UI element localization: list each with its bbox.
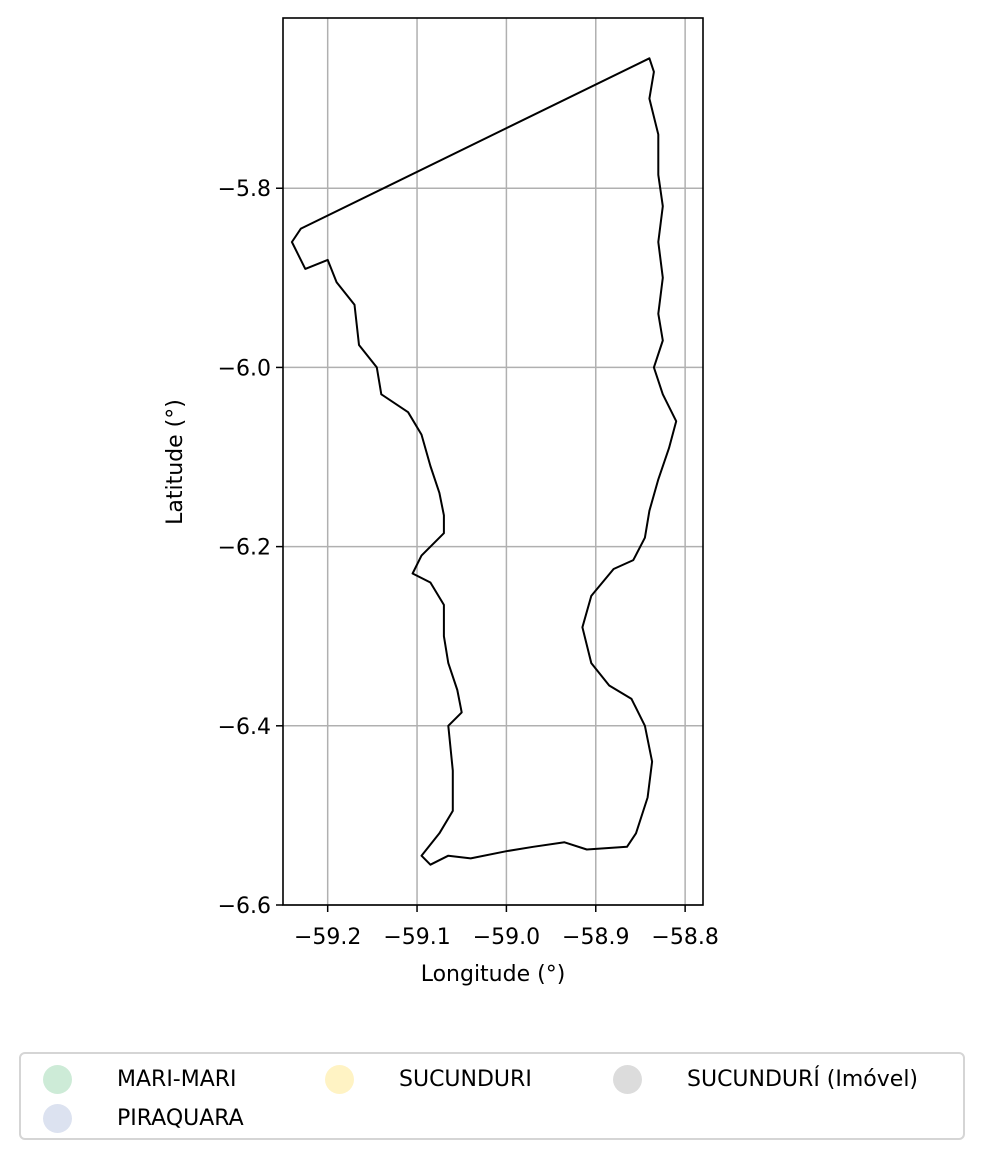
y-tick-label: −5.8: [218, 177, 271, 202]
legend-entry-mari-mari: MARI-MARI: [43, 1062, 237, 1096]
x-tick-label: −59.2: [294, 925, 361, 950]
ticks: −59.2 −59.1 −59.0 −58.9 −58.8 −5.8 −6.0 −6.2 −6.…: [218, 177, 719, 950]
x-tick-label: −59.1: [383, 925, 450, 950]
x-tick-label: −58.8: [651, 925, 718, 950]
legend-entry-sucunduri: SUCUNDURI: [325, 1062, 532, 1096]
y-tick-label: −6.6: [218, 894, 271, 919]
legend-label: SUCUNDURI: [399, 1066, 532, 1092]
legend-marker: [325, 1064, 354, 1094]
x-axis-label: Longitude (°): [421, 962, 566, 987]
map-figure: −59.2 −59.1 −59.0 −58.9 −58.8 −5.8 −6.0 −6.2 −6.…: [163, 17, 719, 987]
legend-label: PIRAQUARA: [117, 1105, 244, 1131]
y-tick-label: −6.2: [218, 536, 271, 561]
legend-marker: [43, 1064, 72, 1094]
gridlines: [283, 18, 703, 906]
municipality-boundary: [290, 57, 678, 866]
legend-label: SUCUNDURÍ (Imóvel): [687, 1066, 919, 1092]
legend-entry-piraquara: PIRAQUARA: [43, 1101, 244, 1135]
x-tick-label: −59.0: [473, 925, 540, 950]
y-tick-label: −6.4: [218, 715, 271, 740]
y-axis-label: Latitude (°): [163, 399, 188, 525]
x-tick-label: −58.9: [562, 925, 629, 950]
y-tick-label: −6.0: [218, 356, 271, 381]
legend-entry-sucunduri-imovel: SUCUNDURÍ (Imóvel): [613, 1062, 918, 1096]
boundary-layer: [290, 57, 678, 866]
legend: MARI-MARI PIRAQUARA SUCUNDURI SUCUNDURÍ …: [19, 1052, 965, 1140]
legend-label: MARI-MARI: [117, 1066, 237, 1092]
axes-frame: [282, 17, 704, 906]
legend-marker: [43, 1103, 72, 1133]
legend-marker: [613, 1064, 642, 1094]
